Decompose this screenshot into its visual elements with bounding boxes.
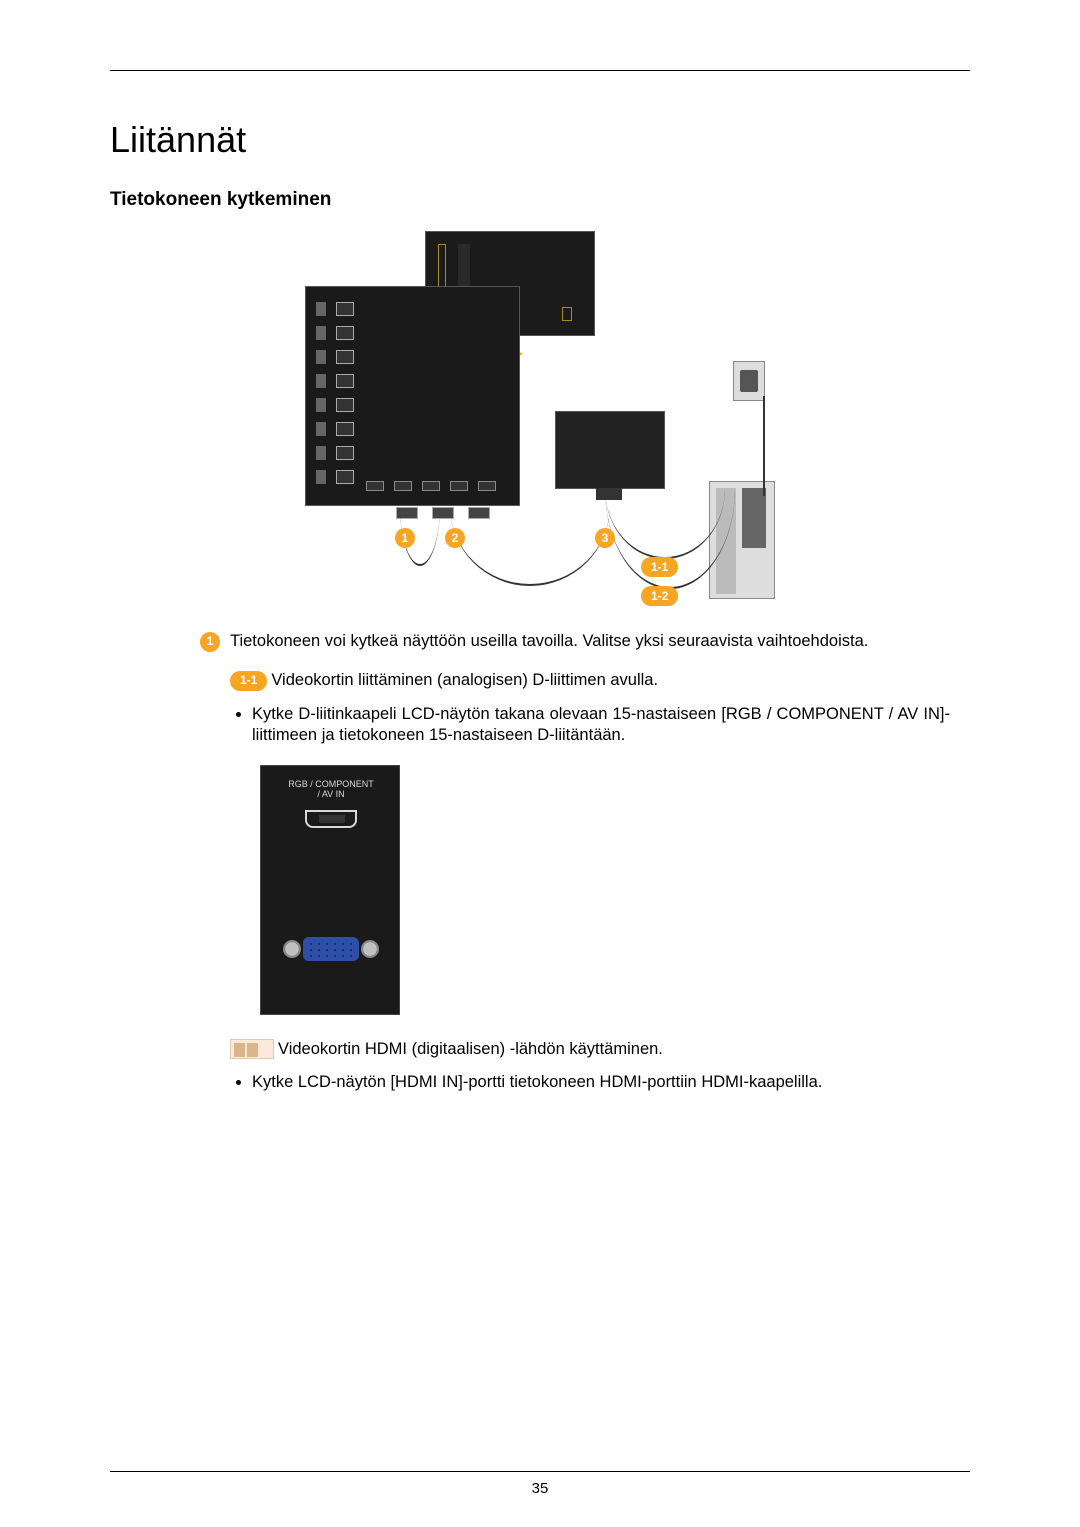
substep-1-2-title: Videokortin HDMI (digitaalisen) -lähdön … xyxy=(278,1040,663,1058)
page-title: Liitännät xyxy=(110,119,970,161)
substep-1-2-bullets: Kytke LCD-näytön [HDMI IN]-portti tietok… xyxy=(252,1072,950,1093)
page-number: 35 xyxy=(0,1480,1080,1497)
vga-connector-icon xyxy=(283,934,379,964)
section-title: Tietokoneen kytkeminen xyxy=(110,189,970,211)
monitor-rear-large-icon xyxy=(305,286,520,506)
substep-1-2: Videokortin HDMI (digitaalisen) -lähdön … xyxy=(230,1039,950,1060)
step-1: 1 Tietokoneen voi kytkeä näyttöön useill… xyxy=(200,631,950,652)
substep-1-1-bullets: Kytke D-liitinkaapeli LCD-näytön takana … xyxy=(252,704,950,747)
list-item: Kytke D-liitinkaapeli LCD-näytön takana … xyxy=(252,704,950,747)
body-text: 1 Tietokoneen voi kytkeä näyttöön useill… xyxy=(200,631,950,1094)
callout-pill-1-1: 1-1 xyxy=(641,557,678,577)
manual-page: Liitännät Tietokoneen kytkeminen xyxy=(0,0,1080,1152)
substep-1-1-title: Videokortin liittäminen (analogisen) D-l… xyxy=(271,671,658,689)
connection-diagram: 1 2 3 1-1 1-2 xyxy=(305,231,775,601)
dsub-port-icon xyxy=(305,810,357,828)
callout-pill-1-2: 1-2 xyxy=(641,586,678,606)
external-device-icon xyxy=(555,411,665,489)
substep-1-1: 1-1Videokortin liittäminen (analogisen) … xyxy=(230,670,950,1093)
cable-icon xyxy=(450,506,610,586)
port-label: RGB / COMPONENT / AV IN xyxy=(273,780,389,800)
callout-badge-2: 2 xyxy=(445,528,465,548)
top-rule xyxy=(110,70,970,71)
port-figure-rgb: RGB / COMPONENT / AV IN xyxy=(260,765,400,1015)
cable-icon xyxy=(725,396,765,496)
bottom-rule xyxy=(110,1471,970,1472)
callout-badge-3: 3 xyxy=(595,528,615,548)
step-1-text: Tietokoneen voi kytkeä näyttöön useilla … xyxy=(230,631,868,652)
substep-pill-1-1: 1-1 xyxy=(230,671,267,691)
list-item: Kytke LCD-näytön [HDMI IN]-portti tietok… xyxy=(252,1072,950,1093)
placeholder-icon xyxy=(230,1039,274,1059)
wall-outlet-icon xyxy=(733,361,765,401)
step-number-badge: 1 xyxy=(200,632,220,652)
callout-badge-1: 1 xyxy=(395,528,415,548)
